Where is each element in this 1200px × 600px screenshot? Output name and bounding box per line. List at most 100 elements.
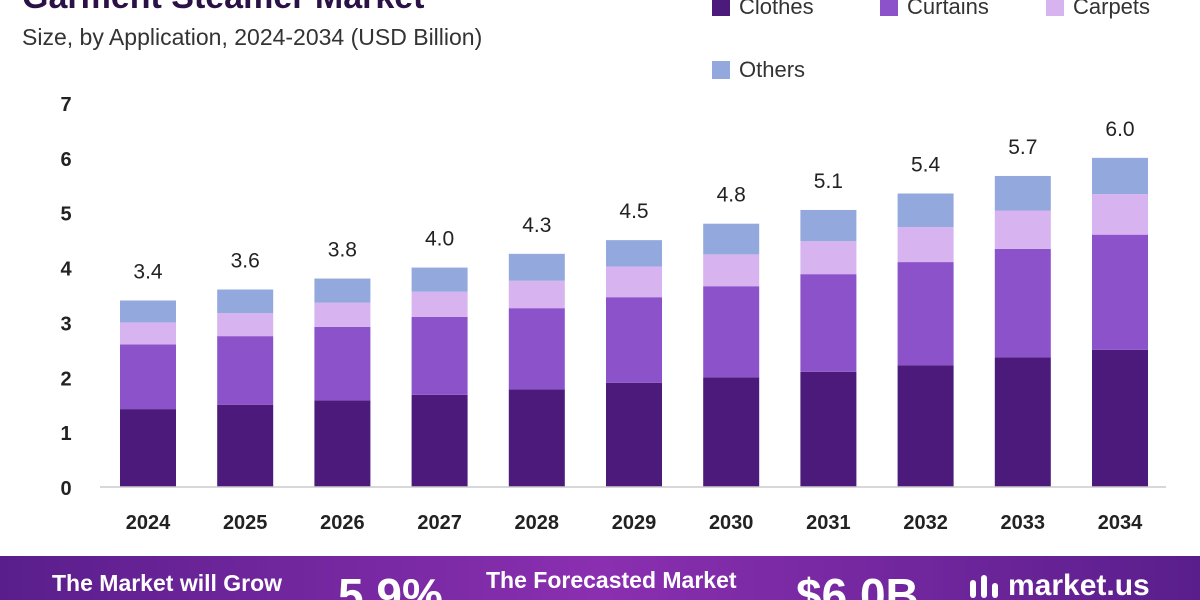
bar-others-2031 — [800, 209, 857, 242]
stacked-bar-chart: 0 1 2 3 4 5 6 7 3.4 3.6 3.8 4.0 4.3 4.5 4.8 5.1 5.4 5.7 6… — [60, 94, 1166, 534]
x-tick-label: 2033 — [1001, 512, 1046, 534]
bar-clothes-2033 — [994, 357, 1051, 487]
legend-label-curtains: Curtains — [907, 0, 989, 19]
bar-carpets-2026 — [314, 302, 371, 327]
bar-carpets-2031 — [800, 241, 857, 275]
chart-subtitle: Size, by Application, 2024-2034 (USD Bil… — [22, 24, 483, 50]
bar-curtains-2027 — [411, 316, 468, 395]
bar-curtains-2024 — [120, 344, 176, 410]
legend-label-others: Others — [739, 57, 806, 82]
y-tick-label: 2 — [60, 368, 71, 390]
legend-swatch-clothes — [712, 0, 730, 16]
total-label: 3.8 — [328, 239, 357, 262]
bars — [120, 157, 1148, 487]
legend-item-clothes: Clothes — [712, 0, 814, 20]
total-label: 4.5 — [619, 200, 648, 223]
y-tick-label: 7 — [60, 94, 71, 116]
x-tick-label: 2029 — [612, 512, 657, 534]
chart-title: Garment Steamer Market — [22, 0, 425, 17]
y-axis-ticks: 0 1 2 3 4 5 6 7 — [60, 94, 72, 500]
total-label: 4.0 — [425, 228, 454, 251]
bar-others-2026 — [314, 278, 371, 303]
bar-clothes-2026 — [314, 400, 371, 487]
legend-label-carpets: Carpets — [1073, 0, 1151, 19]
x-tick-label: 2031 — [806, 512, 851, 534]
footer-cagr-value: 5.9% — [338, 569, 443, 600]
bar-curtains-2033 — [994, 248, 1051, 358]
bar-others-2032 — [897, 193, 954, 227]
bar-carpets-2027 — [411, 291, 468, 317]
legend-swatch-carpets — [1046, 0, 1064, 16]
total-labels: 3.4 3.6 3.8 4.0 4.3 4.5 4.8 5.1 5.4 5.7 6.0 — [133, 118, 1134, 284]
bar-carpets-2030 — [703, 254, 760, 287]
bar-carpets-2033 — [994, 210, 1051, 249]
footer-forecast-text: The Forecasted Market — [486, 567, 737, 593]
bar-clothes-2031 — [800, 371, 857, 487]
legend-item-others: Others — [712, 57, 805, 83]
bar-carpets-2028 — [508, 280, 565, 309]
bar-clothes-2034 — [1092, 349, 1148, 487]
bar-curtains-2029 — [606, 297, 662, 383]
x-tick-label: 2025 — [223, 512, 268, 534]
bar-curtains-2032 — [897, 262, 954, 366]
total-label: 5.4 — [911, 154, 941, 177]
bar-others-2028 — [508, 253, 565, 281]
bar-curtains-2028 — [508, 308, 565, 390]
market-us-logo-icon — [970, 575, 998, 598]
bar-others-2030 — [703, 223, 760, 255]
legend-swatch-others — [712, 61, 730, 79]
bar-carpets-2025 — [217, 313, 274, 337]
bar-curtains-2026 — [314, 326, 371, 401]
legend-item-curtains: Curtains — [880, 0, 989, 20]
bar-clothes-2024 — [120, 409, 176, 487]
bar-others-2033 — [994, 175, 1051, 211]
y-tick-label: 5 — [60, 204, 71, 226]
bar-curtains-2025 — [217, 336, 274, 405]
y-tick-label: 4 — [60, 259, 72, 281]
bar-curtains-2030 — [703, 286, 760, 378]
x-tick-label: 2026 — [320, 512, 365, 534]
x-tick-label: 2032 — [903, 512, 948, 534]
x-tick-label: 2028 — [515, 512, 560, 534]
total-label: 3.4 — [133, 260, 163, 283]
bar-clothes-2032 — [897, 365, 954, 487]
total-label: 4.8 — [717, 184, 746, 207]
y-tick-label: 0 — [60, 478, 71, 500]
legend-item-carpets: Carpets — [1046, 0, 1150, 20]
bar-clothes-2029 — [606, 382, 662, 487]
bar-others-2027 — [411, 267, 468, 292]
bar-others-2034 — [1092, 157, 1148, 195]
bar-others-2024 — [120, 300, 176, 323]
y-tick-label: 3 — [60, 313, 71, 335]
bar-carpets-2034 — [1092, 194, 1148, 235]
x-tick-label: 2030 — [709, 512, 754, 534]
total-label: 3.6 — [231, 250, 260, 273]
x-axis-ticks: 2024 2025 2026 2027 2028 2029 2030 2031 2032 2033… — [126, 512, 1143, 534]
bar-clothes-2027 — [411, 394, 468, 487]
total-label: 4.3 — [522, 214, 551, 237]
total-label: 5.7 — [1008, 136, 1037, 159]
x-tick-label: 2027 — [417, 512, 462, 534]
bar-clothes-2028 — [508, 389, 565, 487]
bar-others-2029 — [606, 240, 662, 267]
bar-clothes-2025 — [217, 404, 274, 487]
bar-carpets-2032 — [897, 226, 954, 263]
bar-clothes-2030 — [703, 377, 760, 487]
bar-others-2025 — [217, 289, 274, 314]
x-tick-label: 2034 — [1098, 512, 1143, 534]
footer-brand: market.us — [1008, 569, 1150, 600]
y-tick-label: 1 — [60, 423, 71, 445]
x-tick-label: 2024 — [126, 512, 171, 534]
footer-forecast-value: $6.0B — [796, 569, 919, 600]
footer-grow-text: The Market will Grow — [52, 570, 283, 596]
footer-banner: The Market will Grow 5.9% The Forecasted… — [0, 556, 1200, 600]
bar-carpets-2024 — [120, 322, 176, 345]
legend-swatch-curtains — [880, 0, 898, 16]
total-label: 6.0 — [1105, 118, 1134, 141]
bar-curtains-2034 — [1092, 234, 1148, 350]
y-tick-label: 6 — [60, 149, 71, 171]
legend-label-clothes: Clothes — [739, 0, 814, 19]
bar-curtains-2031 — [800, 274, 857, 372]
bar-carpets-2029 — [606, 266, 662, 298]
total-label: 5.1 — [814, 170, 843, 193]
